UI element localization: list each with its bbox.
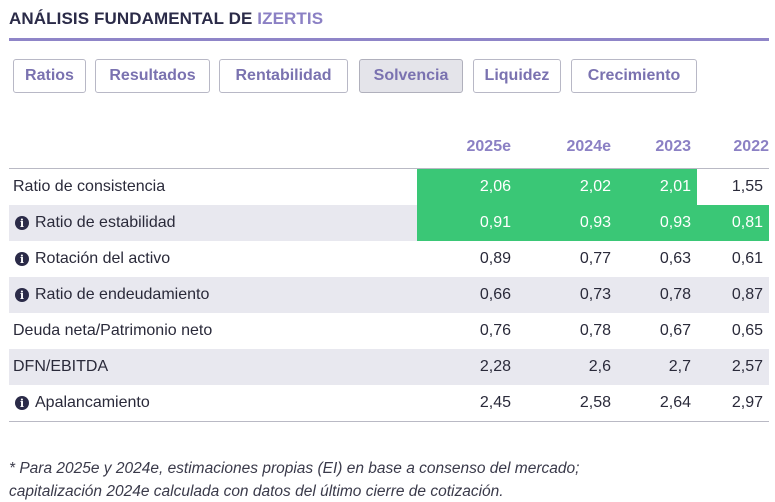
info-icon[interactable]: i	[15, 288, 29, 302]
table-row: i Rotación del activo 0,89 0,77 0,63 0,61	[9, 241, 769, 277]
value-cell-2024e: 2,58	[579, 394, 611, 411]
page-title: ANÁLISIS FUNDAMENTAL DE IZERTIS	[9, 9, 323, 29]
header-divider	[9, 168, 769, 169]
value-cell-2025e: 0,66	[479, 286, 511, 303]
footnote: * Para 2025e y 2024e, estimaciones propi…	[9, 457, 579, 502]
title-prefix: ANÁLISIS FUNDAMENTAL DE	[9, 9, 258, 28]
column-header-2022: 2022	[733, 138, 769, 155]
table-header: 2025e 2024e 2023 2022	[9, 130, 770, 168]
row-label-text: Ratio de estabilidad	[35, 214, 176, 231]
row-label-text: Deuda neta/Patrimonio neto	[13, 322, 213, 339]
value-cell-2024e: 0,77	[579, 250, 611, 267]
row-label: DFN/EBITDA	[13, 349, 108, 385]
value-cell-2022: 2,57	[731, 358, 763, 375]
value-cell-2023: 0,67	[659, 322, 691, 339]
table-row: Ratio de consistencia 2,06 2,02 2,01 1,55	[9, 169, 769, 205]
value-cell-2022: 1,55	[731, 178, 763, 195]
table-row: i Ratio de estabilidad 0,91 0,93 0,93 0,81	[9, 205, 769, 241]
value-cell-2023: 2,7	[668, 358, 691, 375]
tab-rentabilidad[interactable]: Rentabilidad	[219, 59, 348, 93]
value-cell-2025e: 2,06	[417, 169, 517, 205]
tab-liquidez[interactable]: Liquidez	[473, 59, 561, 93]
value-cell-2022: 0,65	[731, 322, 763, 339]
row-label: i Rotación del activo	[13, 241, 170, 277]
value-cell-2022: 0,87	[731, 286, 763, 303]
table-row: DFN/EBITDA 2,28 2,6 2,7 2,57	[9, 349, 769, 385]
column-header-2025e: 2025e	[466, 138, 512, 155]
table-row: Deuda neta/Patrimonio neto 0,76 0,78 0,67 0,…	[9, 313, 769, 349]
tab-ratios[interactable]: Ratios	[13, 59, 86, 93]
company-name: IZERTIS	[257, 9, 324, 28]
tab-crecimiento[interactable]: Crecimiento	[571, 59, 697, 93]
value-cell-2023: 0,63	[659, 250, 691, 267]
row-label-text: Rotación del activo	[35, 250, 171, 267]
row-label-text: Apalancamiento	[35, 394, 150, 411]
table-row: i Ratio de endeudamiento 0,66 0,73 0,78 0,87	[9, 277, 769, 313]
tab-resultados[interactable]: Resultados	[95, 59, 210, 93]
row-label: Ratio de consistencia	[13, 169, 165, 205]
value-cell-2023: 2,01	[617, 169, 697, 205]
value-cell-2025e: 0,89	[479, 250, 511, 267]
info-icon[interactable]: i	[15, 216, 29, 230]
table-row: i Apalancamiento 2,45 2,58 2,64 2,97	[9, 385, 769, 421]
column-header-2023: 2023	[655, 138, 691, 155]
value-cell-2024e: 0,93	[517, 205, 617, 241]
value-cell-2024e: 2,6	[588, 358, 611, 375]
footnote-line-1: * Para 2025e y 2024e, estimaciones propi…	[9, 460, 580, 477]
value-cell-2025e: 0,76	[479, 322, 511, 339]
row-label-text: DFN/EBITDA	[13, 358, 109, 375]
value-cell-2025e: 0,91	[417, 205, 517, 241]
row-label-text: Ratio de endeudamiento	[35, 286, 210, 303]
value-cell-2023: 2,64	[659, 394, 691, 411]
value-cell-2022: 0,61	[731, 250, 763, 267]
value-cell-2024e: 0,73	[579, 286, 611, 303]
value-cell-2024e: 0,78	[579, 322, 611, 339]
row-label: i Ratio de estabilidad	[13, 205, 176, 241]
value-cell-2025e: 2,45	[479, 394, 511, 411]
value-cell-2022: 2,97	[731, 394, 763, 411]
value-cell-2025e: 2,28	[479, 358, 511, 375]
row-label: i Ratio de endeudamiento	[13, 277, 209, 313]
column-header-2024e: 2024e	[566, 138, 612, 155]
info-icon[interactable]: i	[15, 396, 29, 410]
table-bottom-divider	[9, 421, 769, 422]
row-label: i Apalancamiento	[13, 385, 150, 421]
value-cell-2024e: 2,02	[517, 169, 617, 205]
value-cell-2023: 0,93	[617, 205, 697, 241]
value-cell-2022: 0,81	[697, 205, 769, 241]
tab-solvencia[interactable]: Solvencia	[359, 59, 463, 93]
row-label: Deuda neta/Patrimonio neto	[13, 313, 212, 349]
info-icon[interactable]: i	[15, 252, 29, 266]
row-label-text: Ratio de consistencia	[13, 178, 166, 195]
value-cell-2023: 0,78	[659, 286, 691, 303]
title-divider	[9, 38, 769, 41]
footnote-line-2: capitalización 2024e calculada con datos…	[9, 483, 504, 500]
